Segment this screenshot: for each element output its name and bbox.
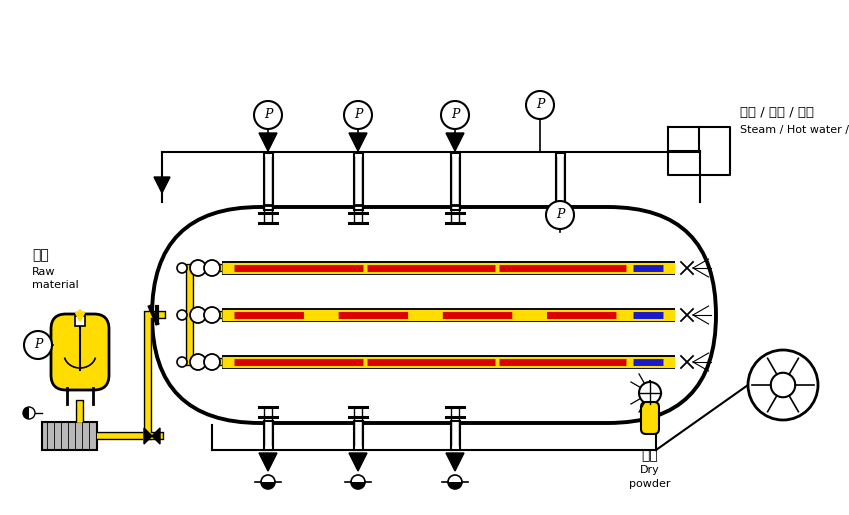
Circle shape <box>546 201 574 229</box>
Circle shape <box>351 475 365 489</box>
FancyBboxPatch shape <box>152 207 716 423</box>
Circle shape <box>177 357 187 367</box>
Text: Raw: Raw <box>32 267 55 277</box>
Circle shape <box>441 101 469 129</box>
Polygon shape <box>349 133 367 151</box>
Circle shape <box>261 475 275 489</box>
Circle shape <box>344 101 372 129</box>
Polygon shape <box>446 453 464 471</box>
Polygon shape <box>259 133 277 151</box>
Circle shape <box>639 382 661 404</box>
Text: 原料: 原料 <box>32 248 48 262</box>
Text: P: P <box>264 109 273 122</box>
Polygon shape <box>446 133 464 151</box>
FancyBboxPatch shape <box>51 314 109 390</box>
Text: powder: powder <box>629 479 671 489</box>
Text: P: P <box>536 98 544 112</box>
Polygon shape <box>349 453 367 471</box>
Text: Dry: Dry <box>640 465 660 475</box>
Circle shape <box>204 307 220 323</box>
Polygon shape <box>152 428 160 444</box>
Polygon shape <box>154 177 170 193</box>
Text: P: P <box>34 338 42 352</box>
Wedge shape <box>261 482 275 489</box>
Bar <box>75 316 85 326</box>
FancyBboxPatch shape <box>641 402 659 434</box>
Text: Steam / Hot water / Hot oil: Steam / Hot water / Hot oil <box>740 125 849 135</box>
Polygon shape <box>144 428 152 444</box>
Circle shape <box>204 260 220 276</box>
Circle shape <box>448 475 462 489</box>
Text: 蒸汽 / 热水 / 热油: 蒸汽 / 热水 / 热油 <box>740 107 814 119</box>
Circle shape <box>177 310 187 320</box>
Circle shape <box>254 101 282 129</box>
Circle shape <box>526 91 554 119</box>
Wedge shape <box>351 482 365 489</box>
Circle shape <box>204 354 220 370</box>
Text: P: P <box>354 109 363 122</box>
Wedge shape <box>448 482 462 489</box>
Polygon shape <box>259 453 277 471</box>
Wedge shape <box>23 407 29 419</box>
Circle shape <box>190 354 206 370</box>
Circle shape <box>177 263 187 273</box>
Text: 干粉: 干粉 <box>642 448 658 462</box>
Text: P: P <box>451 109 459 122</box>
Text: P: P <box>556 209 565 221</box>
Circle shape <box>23 407 35 419</box>
Text: material: material <box>32 280 79 290</box>
Circle shape <box>190 307 206 323</box>
Circle shape <box>771 373 796 397</box>
Circle shape <box>748 350 818 420</box>
Bar <box>42 422 97 450</box>
Circle shape <box>190 260 206 276</box>
Circle shape <box>24 331 52 359</box>
